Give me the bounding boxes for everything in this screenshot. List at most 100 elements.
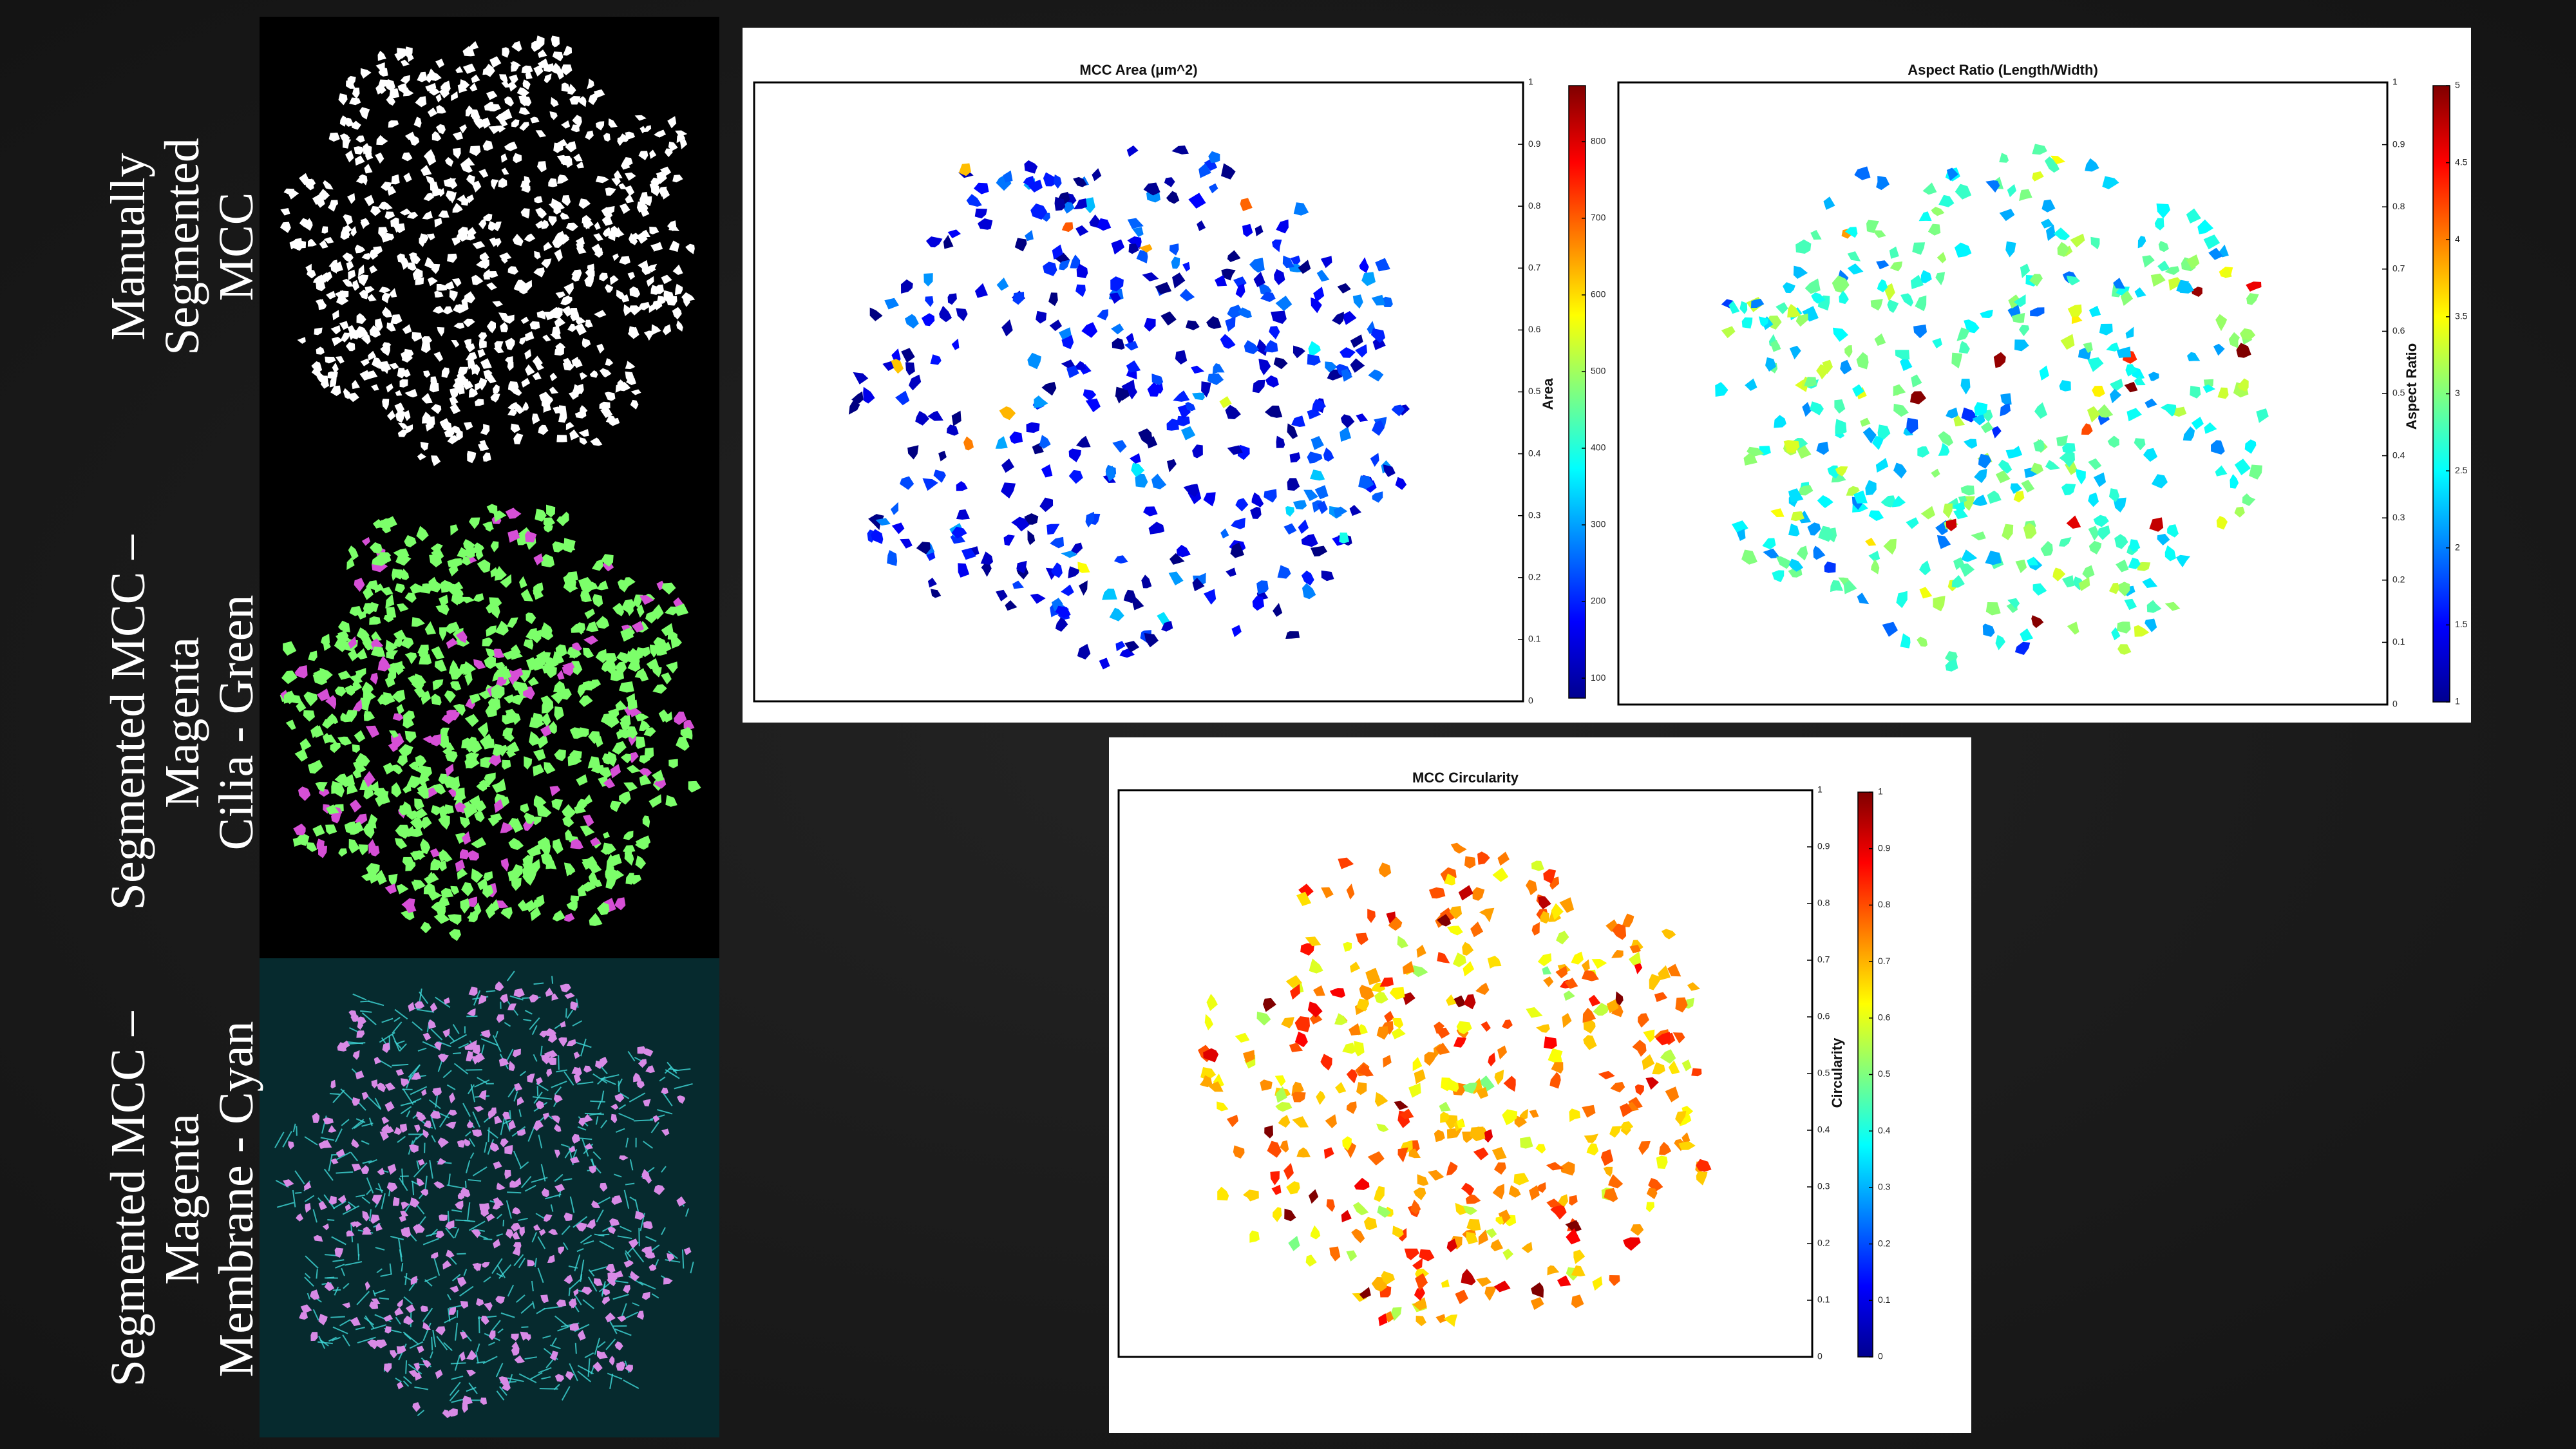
membrane bbox=[430, 1228, 439, 1236]
cell bbox=[547, 1032, 558, 1043]
cell bbox=[579, 405, 588, 415]
cell bbox=[1797, 445, 1812, 459]
cell bbox=[486, 90, 498, 100]
cell bbox=[393, 548, 410, 560]
y-tick-label: 0.8 bbox=[2392, 201, 2405, 211]
cell bbox=[1987, 490, 2002, 504]
cell bbox=[422, 1129, 429, 1139]
cell bbox=[569, 1323, 580, 1331]
cell bbox=[1309, 958, 1323, 974]
membrane bbox=[580, 1038, 587, 1057]
membrane bbox=[448, 1173, 451, 1186]
cell bbox=[460, 898, 470, 914]
cell bbox=[332, 310, 339, 321]
membrane bbox=[492, 1035, 502, 1052]
cell bbox=[2154, 218, 2164, 231]
cell bbox=[382, 399, 390, 410]
cell bbox=[502, 759, 511, 770]
cell bbox=[1843, 580, 1857, 594]
cell bbox=[2030, 307, 2045, 317]
cell bbox=[1583, 1035, 1597, 1050]
cell bbox=[335, 356, 345, 364]
membrane bbox=[395, 1316, 401, 1325]
cell bbox=[951, 338, 960, 350]
cell bbox=[1985, 602, 2001, 616]
y-tick-label: 0 bbox=[2392, 699, 2398, 709]
membrane bbox=[361, 1197, 371, 1204]
cell bbox=[533, 795, 547, 809]
cell bbox=[318, 1314, 328, 1325]
cell bbox=[599, 401, 611, 410]
cell bbox=[355, 670, 363, 681]
membrane bbox=[582, 1139, 589, 1157]
cell bbox=[1464, 856, 1476, 869]
cell bbox=[316, 346, 325, 355]
cell bbox=[551, 35, 560, 47]
cell bbox=[437, 1137, 450, 1148]
membrane bbox=[355, 1327, 365, 1331]
membrane bbox=[529, 1017, 540, 1030]
cell bbox=[1204, 1014, 1213, 1030]
cell bbox=[384, 1101, 395, 1112]
cell bbox=[1736, 529, 1746, 541]
cell bbox=[354, 146, 365, 155]
cell bbox=[1796, 545, 1808, 561]
cell bbox=[350, 1316, 361, 1327]
cell bbox=[520, 670, 531, 683]
cell bbox=[1865, 480, 1877, 496]
cell bbox=[2040, 541, 2053, 556]
cell bbox=[1061, 584, 1074, 596]
cell bbox=[478, 994, 487, 1005]
cell bbox=[624, 185, 635, 196]
cell bbox=[2158, 241, 2169, 252]
cell bbox=[541, 398, 551, 409]
cell bbox=[527, 1259, 535, 1267]
cell bbox=[1338, 857, 1354, 869]
cell bbox=[1513, 1173, 1530, 1186]
cell bbox=[584, 609, 595, 620]
cell bbox=[1638, 1141, 1651, 1155]
cell bbox=[420, 838, 431, 855]
membrane bbox=[513, 1254, 524, 1267]
cell bbox=[638, 768, 652, 778]
membrane bbox=[609, 1373, 614, 1390]
cell bbox=[1502, 1248, 1514, 1260]
cell bbox=[1048, 292, 1058, 307]
cell bbox=[474, 810, 485, 822]
cell bbox=[2060, 334, 2075, 350]
cell bbox=[895, 390, 910, 406]
cell bbox=[2088, 492, 2099, 507]
cell bbox=[868, 514, 884, 531]
cell bbox=[507, 361, 514, 371]
cell bbox=[1530, 1297, 1544, 1311]
cell bbox=[522, 401, 529, 411]
cell bbox=[369, 265, 378, 274]
cell bbox=[421, 393, 433, 404]
cell bbox=[2143, 448, 2158, 462]
cell bbox=[633, 1072, 642, 1083]
cell bbox=[405, 424, 413, 433]
cell bbox=[538, 1229, 546, 1236]
membrane bbox=[597, 1341, 606, 1348]
membrane bbox=[336, 1171, 354, 1174]
cell bbox=[1562, 1012, 1572, 1028]
cell bbox=[1144, 317, 1156, 332]
cell bbox=[352, 279, 360, 291]
membrane bbox=[402, 1088, 414, 1105]
cell bbox=[512, 864, 523, 879]
cell bbox=[417, 1345, 424, 1354]
cell bbox=[504, 694, 516, 704]
cell bbox=[416, 526, 429, 542]
cell bbox=[2124, 381, 2138, 393]
cell bbox=[312, 274, 324, 283]
cell bbox=[1877, 424, 1891, 440]
cell bbox=[641, 267, 651, 276]
membrane bbox=[537, 1236, 546, 1249]
cell bbox=[374, 1057, 381, 1065]
cell bbox=[466, 1008, 476, 1016]
membrane bbox=[274, 1132, 285, 1148]
cell bbox=[2126, 408, 2142, 422]
cell bbox=[308, 650, 317, 661]
cell bbox=[500, 668, 511, 680]
cell bbox=[645, 611, 658, 624]
